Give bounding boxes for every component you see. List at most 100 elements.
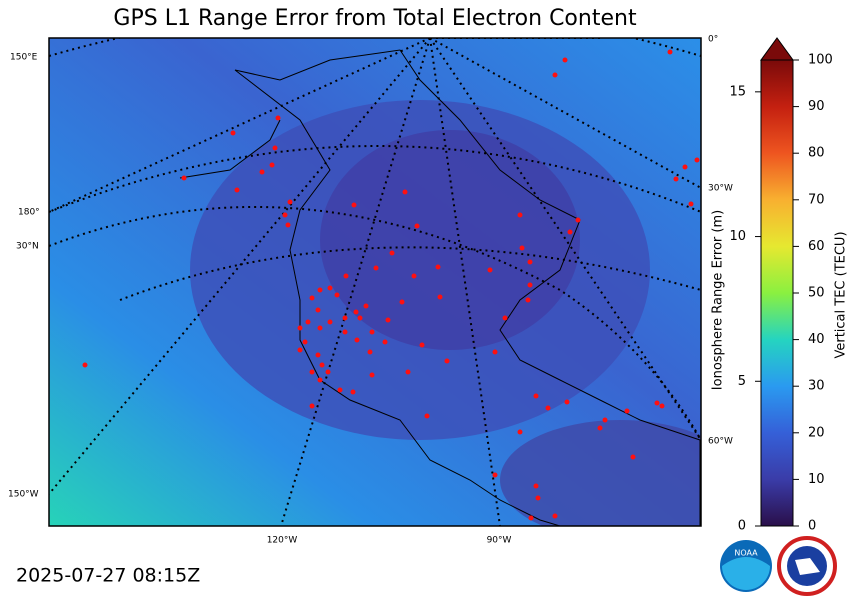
grid-label: 150°E [10, 53, 38, 63]
station [357, 315, 363, 321]
range-label: Ionosphere Range Error (m) [711, 210, 726, 390]
map [49, 38, 701, 526]
station [297, 347, 303, 353]
tec-label: Vertical TEC (TECU) [834, 231, 849, 358]
station [528, 515, 534, 521]
station [275, 115, 281, 121]
grid-label: 180° [18, 208, 40, 218]
station [234, 187, 240, 193]
station [337, 387, 343, 393]
station [82, 362, 88, 368]
svg-text:NOAA: NOAA [734, 549, 758, 558]
station [354, 337, 360, 343]
station [315, 352, 321, 358]
grid-label: 30°W [708, 184, 733, 194]
station [317, 377, 323, 383]
station [575, 217, 581, 223]
station [552, 72, 558, 78]
station [319, 362, 325, 368]
station [562, 57, 568, 63]
station [567, 229, 573, 235]
station [282, 212, 288, 218]
station [334, 292, 340, 298]
station [688, 201, 694, 207]
station [630, 454, 636, 460]
grid-label: 120°W [267, 536, 298, 546]
station [269, 162, 275, 168]
station [444, 358, 450, 364]
station [389, 250, 395, 256]
grid-label: 150°W [8, 490, 39, 500]
station [435, 264, 441, 270]
station [317, 287, 323, 293]
station [419, 342, 425, 348]
station [385, 317, 391, 323]
station [487, 267, 493, 273]
station [624, 408, 630, 414]
station [654, 400, 660, 406]
station [230, 130, 236, 136]
station [545, 405, 551, 411]
station [309, 369, 315, 375]
station [597, 425, 603, 431]
station [405, 369, 411, 375]
tec-tick-label: 40 [808, 332, 825, 347]
station [181, 175, 187, 181]
station [285, 222, 291, 228]
colorbar [760, 59, 794, 527]
station [369, 372, 375, 378]
station [667, 49, 673, 55]
grid-label: 30°N [16, 242, 39, 252]
station [309, 295, 315, 301]
station [602, 417, 608, 423]
station [367, 349, 373, 355]
colorbar-extend [760, 37, 794, 61]
tec-tick-label: 60 [808, 239, 825, 254]
station [302, 339, 308, 345]
title: GPS L1 Range Error from Total Electron C… [113, 6, 637, 31]
station [297, 325, 303, 331]
station [492, 349, 498, 355]
station [373, 265, 379, 271]
noaa-logo: NOAA [720, 540, 772, 592]
station [424, 413, 430, 419]
station [287, 199, 293, 205]
station [327, 285, 333, 291]
station [682, 164, 688, 170]
station [525, 297, 531, 303]
station [437, 294, 443, 300]
station [527, 259, 533, 265]
tec-tick-label: 70 [808, 192, 825, 207]
station [325, 369, 331, 375]
station [414, 223, 420, 229]
tec-tick-label: 20 [808, 425, 825, 440]
station [382, 339, 388, 345]
station [411, 273, 417, 279]
station [272, 145, 278, 151]
station [564, 399, 570, 405]
station [363, 303, 369, 309]
station [527, 282, 533, 288]
station [492, 472, 498, 478]
station [350, 389, 356, 395]
station [399, 299, 405, 305]
grid-label: 0° [708, 35, 718, 45]
station [552, 513, 558, 519]
range-tick-label: 5 [738, 374, 746, 389]
tec-tick-label: 50 [808, 286, 825, 301]
station [259, 169, 265, 175]
timestamp: 2025-07-27 08:15Z [16, 565, 200, 587]
tec-tick-label: 0 [808, 519, 816, 534]
nws-logo [777, 536, 837, 596]
tec-tick-label: 100 [808, 53, 833, 68]
grid-label: 60°W [708, 437, 733, 447]
station [402, 189, 408, 195]
station [317, 325, 323, 331]
grid-label: 90°W [487, 536, 512, 546]
station [342, 315, 348, 321]
station [519, 245, 525, 251]
range-tick-label: 15 [729, 84, 746, 99]
station [502, 315, 508, 321]
station [343, 273, 349, 279]
station [659, 403, 665, 409]
